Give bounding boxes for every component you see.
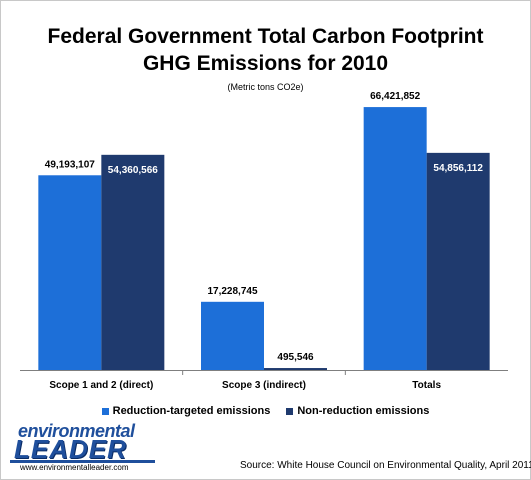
category-label-0: Scope 1 and 2 (direct) [49,380,153,391]
legend-label-reduction: Reduction-targeted emissions [112,405,271,417]
legend: Reduction-targeted emissions Non-reducti… [0,405,531,417]
legend-label-non-reduction: Non-reduction emissions [297,405,430,417]
data-label-reduction-0: 49,193,107 [45,159,95,170]
legend-item-non-reduction: Non-reduction emissions [286,405,429,417]
bar-non-reduction-0 [101,154,165,370]
chart-title-line-1: Federal Government Total Carbon Footprin… [47,25,484,48]
bar-reduction-0 [38,175,102,370]
data-label-non-reduction-1: 495,546 [277,352,314,363]
logo-line-2: LEADER [14,434,127,464]
data-label-non-reduction-0: 54,360,566 [108,165,158,176]
data-label-reduction-1: 17,228,745 [207,286,257,297]
data-label-non-reduction-2: 54,856,112 [433,163,483,174]
bar-non-reduction-2 [426,152,490,370]
legend-swatch-reduction [101,407,109,415]
bar-reduction-2 [363,107,427,370]
chart-title-line-2: GHG Emissions for 2010 [142,52,389,75]
environmental-leader-logo: environmental LEADER www.environmentalle… [10,422,160,472]
bar-reduction-1 [201,301,264,370]
bar-non-reduction-1 [264,368,327,370]
category-label-1: Scope 3 (indirect) [222,380,306,391]
legend-swatch-non-reduction [286,407,294,415]
category-label-2: Totals [412,380,441,391]
chart-subtitle: (Metric tons CO2e) [227,82,304,92]
logo-underline [10,460,155,463]
source-note: Source: White House Council on Environme… [240,460,531,471]
logo-url: www.environmentalleader.com [20,463,129,472]
data-label-reduction-2: 66,421,852 [370,91,420,102]
legend-item-reduction: Reduction-targeted emissions [101,405,271,417]
logo-line-1: environmental [18,421,135,441]
